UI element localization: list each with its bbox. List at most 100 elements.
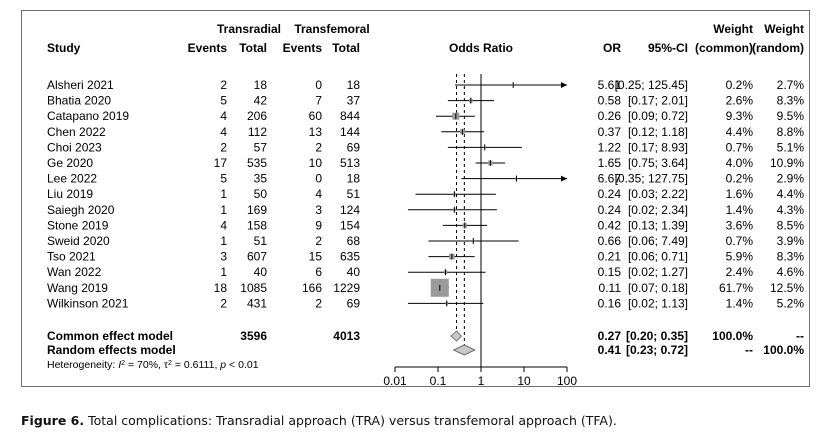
figure-caption: Figure 6. Total complications: Transradi… xyxy=(21,413,617,428)
study-or: 0.58 xyxy=(598,94,622,108)
study-weight-common: 0.2% xyxy=(726,78,754,92)
study-weight-common: 0.2% xyxy=(726,172,754,186)
study-name: Wilkinson 2021 xyxy=(47,296,129,310)
study-name: Chen 2022 xyxy=(47,125,106,139)
study-weight-random: 5.1% xyxy=(777,140,805,154)
x-axis-tick-label: 0.01 xyxy=(383,374,407,386)
study-weight-common: 2.6% xyxy=(726,94,754,108)
total-transradial: 57 xyxy=(254,140,268,154)
events-transradial: 1 xyxy=(220,187,227,201)
study-weight-random: 8.5% xyxy=(777,218,805,232)
total-transfemoral: 124 xyxy=(340,203,360,217)
events-transradial: 4 xyxy=(220,125,227,139)
total-transfemoral: 40 xyxy=(347,265,361,279)
total-transfemoral: 69 xyxy=(347,140,361,154)
header-total-a: Total xyxy=(239,41,267,55)
x-axis-tick-label: 0.1 xyxy=(430,374,447,386)
study-ci: [0.17; 8.93] xyxy=(628,140,688,154)
events-transradial: 17 xyxy=(214,156,228,170)
study-weight-common: 2.4% xyxy=(726,265,754,279)
header-weight-common: Weight xyxy=(713,22,753,36)
study-weight-random: 3.9% xyxy=(777,234,805,248)
study-or: 6.67 xyxy=(598,172,622,186)
x-axis-tick-label: 1 xyxy=(478,374,485,386)
common-effect-diamond xyxy=(450,330,462,342)
events-transradial: 18 xyxy=(214,281,228,295)
events-transradial: 2 xyxy=(220,296,227,310)
heterogeneity-text: Heterogeneity: I2 = 70%, τ2 = 0.6111, p … xyxy=(47,359,259,371)
events-transradial: 1 xyxy=(220,203,227,217)
total-transradial: 1085 xyxy=(240,281,267,295)
events-transfemoral: 10 xyxy=(309,156,323,170)
study-weight-random: 10.9% xyxy=(770,156,804,170)
study-ci: [0.06; 7.49] xyxy=(628,234,688,248)
events-transfemoral: 3 xyxy=(315,203,322,217)
total-transradial: 535 xyxy=(247,156,267,170)
events-transradial: 3 xyxy=(220,250,227,264)
caption-text: Total complications: Transradial approac… xyxy=(84,413,617,428)
events-transradial: 2 xyxy=(220,140,227,154)
total-transfemoral: 37 xyxy=(347,94,361,108)
study-weight-common: 1.4% xyxy=(726,203,754,217)
study-weight-random: 9.5% xyxy=(777,109,805,123)
events-transfemoral: 0 xyxy=(315,78,322,92)
total-transradial: 35 xyxy=(254,172,268,186)
total-transfemoral: 69 xyxy=(347,296,361,310)
study-weight-common: 61.7% xyxy=(719,281,753,295)
common-total-transradial: 3596 xyxy=(240,329,267,343)
common-total-transfemoral: 4013 xyxy=(333,329,360,343)
common-weight-random: -- xyxy=(796,329,804,343)
total-transradial: 431 xyxy=(247,296,267,310)
header-or: OR xyxy=(603,41,621,55)
events-transradial: 4 xyxy=(220,109,227,123)
random-effect-diamond xyxy=(452,344,476,356)
total-transfemoral: 144 xyxy=(340,125,360,139)
total-transfemoral: 635 xyxy=(340,250,360,264)
events-transradial: 2 xyxy=(220,78,227,92)
total-transradial: 158 xyxy=(247,218,267,232)
common-effect-label: Common effect model xyxy=(47,329,173,343)
common-effect-ci: [0.20; 0.35] xyxy=(626,329,688,343)
header-ci: 95%-CI xyxy=(648,41,688,55)
total-transradial: 607 xyxy=(247,250,267,264)
ci-arrow xyxy=(561,175,567,182)
study-name: Bhatia 2020 xyxy=(47,94,111,108)
header-events-b: Events xyxy=(283,41,323,55)
study-or: 0.26 xyxy=(598,109,622,123)
study-ci: [0.02; 1.27] xyxy=(628,265,688,279)
ci-arrow xyxy=(561,82,567,88)
study-name: Stone 2019 xyxy=(47,218,109,232)
header-odds-ratio: Odds Ratio xyxy=(449,41,513,55)
study-weight-common: 3.6% xyxy=(726,218,754,232)
events-transfemoral: 9 xyxy=(315,218,322,232)
study-or: 0.21 xyxy=(598,250,622,264)
random-effect-or: 0.41 xyxy=(598,343,622,357)
study-weight-random: 8.3% xyxy=(777,250,805,264)
study-weight-random: 8.3% xyxy=(777,94,805,108)
study-name: Lee 2022 xyxy=(47,172,97,186)
study-ci: [0.07; 0.18] xyxy=(628,281,688,295)
study-weight-random: 4.4% xyxy=(777,187,805,201)
header-study: Study xyxy=(47,41,81,55)
study-name: Catapano 2019 xyxy=(47,109,129,123)
study-weight-random: 12.5% xyxy=(770,281,804,295)
study-name: Tso 2021 xyxy=(47,250,96,264)
events-transfemoral: 4 xyxy=(315,187,322,201)
events-transfemoral: 2 xyxy=(315,296,322,310)
study-ci: [0.25; 125.45] xyxy=(615,78,688,92)
common-weight-common: 100.0% xyxy=(712,329,753,343)
study-ci: [0.75; 3.64] xyxy=(628,156,688,170)
events-transradial: 5 xyxy=(220,172,227,186)
study-name: Wang 2019 xyxy=(47,281,108,295)
study-weight-common: 9.3% xyxy=(726,109,754,123)
study-weight-random: 4.3% xyxy=(777,203,805,217)
study-weight-random: 2.7% xyxy=(777,78,805,92)
study-or: 1.22 xyxy=(598,140,622,154)
study-or: 0.11 xyxy=(599,281,622,295)
events-transfemoral: 60 xyxy=(309,109,323,123)
random-weight-common: -- xyxy=(745,343,753,357)
total-transfemoral: 68 xyxy=(347,234,361,248)
study-ci: [0.09; 0.72] xyxy=(628,109,688,123)
study-weight-common: 1.4% xyxy=(726,296,754,310)
x-axis-tick-label: 100 xyxy=(557,374,577,386)
